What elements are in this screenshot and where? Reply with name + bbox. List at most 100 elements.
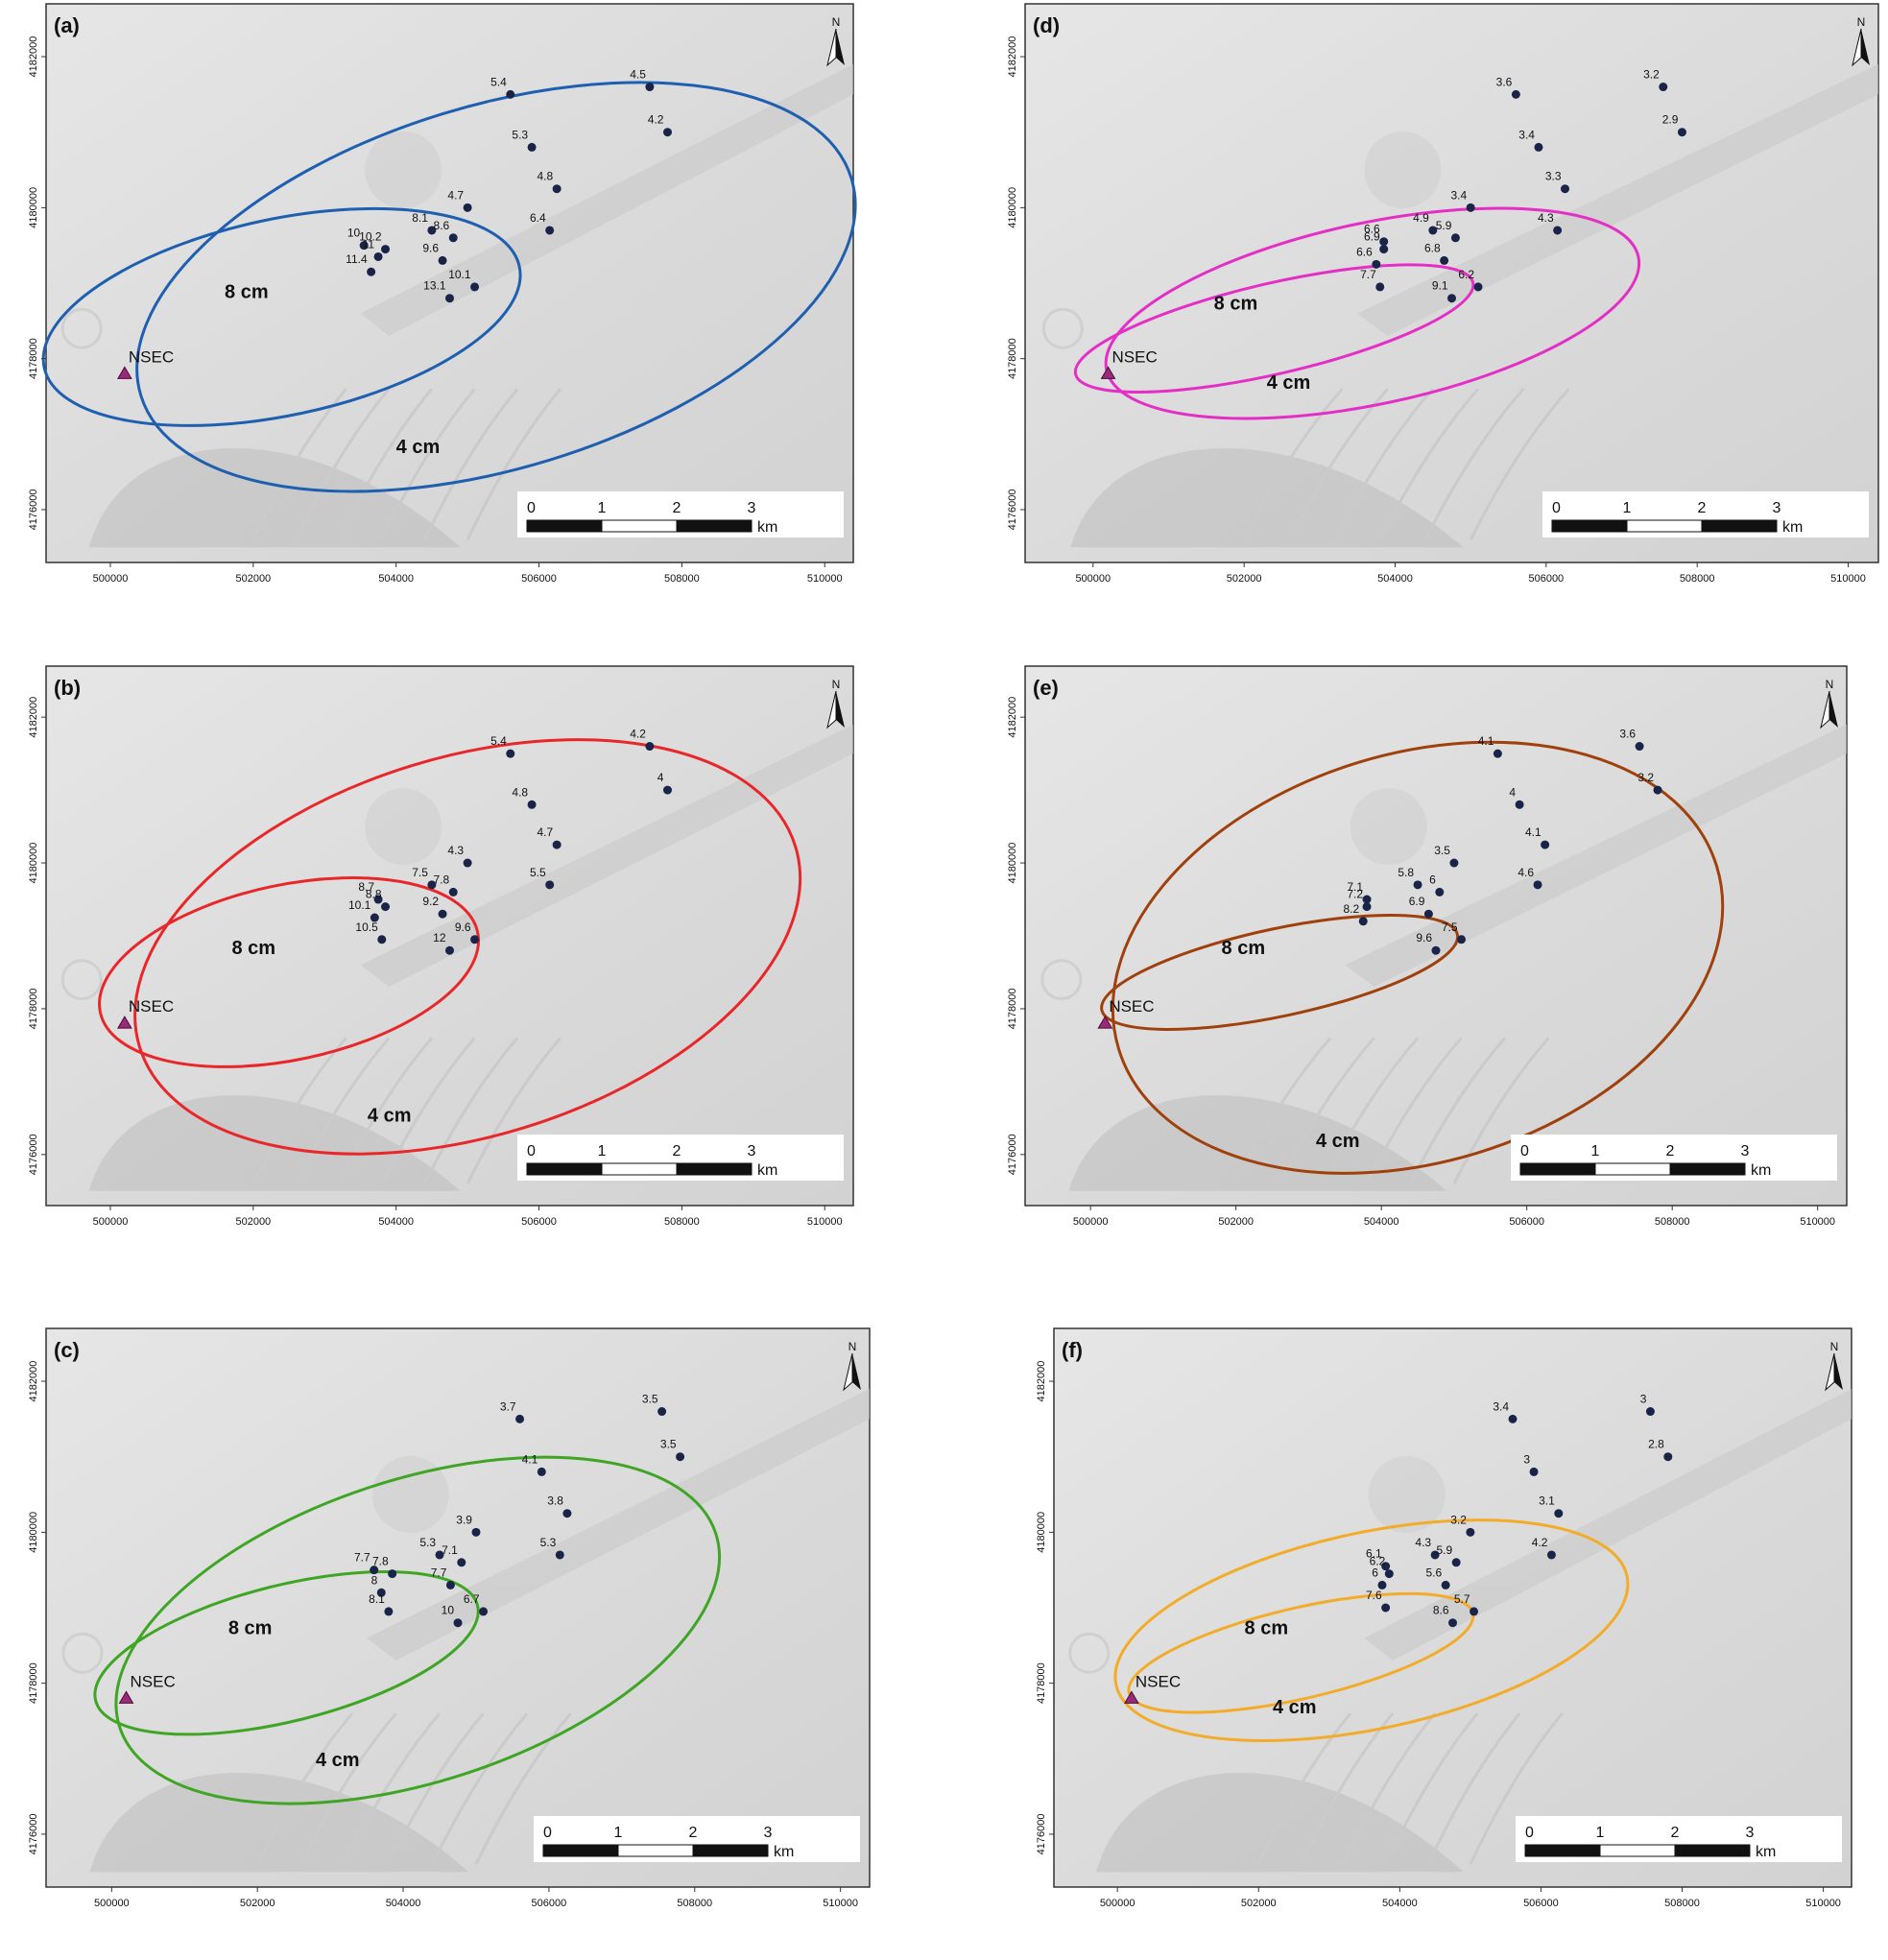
sample-point: 10.2 [359,230,391,254]
svg-text:1: 1 [1591,1143,1600,1159]
sample-value-label: 6.1 [1366,1547,1382,1561]
y-tick-label: 4182000 [1007,36,1018,78]
sample-point: 10 [442,1604,463,1628]
vent-triangle-icon [116,366,132,379]
sample-point: 2.8 [1648,1438,1673,1462]
sample-dot [537,1467,546,1476]
vent-label: NSEC [1109,997,1154,1016]
sample-point: 5.3 [512,128,537,152]
svg-text:3: 3 [764,1825,773,1841]
sample-value-label: 5.3 [419,1536,436,1549]
sample-dot [1561,184,1570,194]
contour-label-4cm: 4 cm [316,1750,360,1771]
sample-point: 3.7 [500,1399,525,1423]
svg-text:2: 2 [1666,1143,1675,1159]
sample-dot [457,1558,466,1567]
sample-dot [445,294,454,303]
sample-dot [1663,1452,1673,1462]
sample-dot [1358,917,1368,926]
sample-dot [448,233,458,243]
sample-dot [662,785,672,795]
sample-dot [1384,1569,1394,1579]
y-tick-label: 4178000 [28,989,39,1030]
north-arrow-icon: N [843,1340,861,1392]
x-tick-label: 500000 [93,1216,129,1228]
sample-value-label: 7.7 [1360,268,1376,281]
x-tick-label: 506000 [1523,1898,1559,1909]
sample-dot [1379,237,1389,247]
sample-dot [463,858,472,868]
svg-text:km: km [1751,1162,1771,1179]
sample-value-label: 4.2 [648,113,664,127]
vent-label: NSEC [1112,347,1158,366]
sample-value-label: 7.5 [412,866,428,879]
svg-text:2: 2 [1671,1825,1680,1841]
sample-value-label: 4.7 [447,188,464,202]
sample-point: 9.6 [1416,931,1441,955]
contour-4cm [1113,1518,1630,1742]
sample-value-label: 10 [442,1604,455,1617]
sample-point: 4.2 [1532,1536,1556,1560]
sample-value-label: 6.2 [1370,1555,1386,1568]
y-tick-label: 4178000 [28,338,39,379]
x-tick-label: 506000 [532,1898,567,1909]
sample-point: 3.2 [1643,68,1668,92]
sample-point: 6.1 [1366,1547,1391,1571]
contour-label-4cm: 4 cm [1267,372,1311,394]
sample-dot [552,184,562,194]
x-tick-label: 510000 [1805,1898,1841,1909]
svg-text:1: 1 [598,500,607,516]
sample-point: 6 [1429,872,1445,896]
sample-value-label: 7.2 [1347,888,1363,901]
sample-point: 7.1 [442,1543,466,1567]
x-tick-label: 504000 [386,1898,421,1909]
sample-point: 3.3 [1545,170,1570,194]
sample-value-label: 12 [433,931,446,944]
sample-dot [427,880,437,890]
sample-point: 3 [1523,1452,1539,1476]
contour-8cm [41,206,522,427]
contour-label-4cm: 4 cm [1316,1131,1360,1152]
contour-4cm [114,1455,722,1805]
sample-dot [1372,259,1381,269]
sample-dot [552,840,562,849]
sample-dot [1449,858,1459,868]
x-tick-label: 508000 [1655,1216,1690,1228]
sample-value-label: 5.4 [490,75,507,88]
sample-point: 3.8 [547,1494,572,1518]
sample-point: 5.4 [490,734,515,758]
sample-value-label: 4.5 [630,68,646,82]
sample-value-label: 2.9 [1662,113,1679,127]
sample-value-label: 8.2 [1344,902,1360,916]
sample-dot [1381,1562,1391,1571]
sample-point: 4.1 [1478,734,1502,758]
x-tick-label: 502000 [1227,573,1262,585]
map-panel-d: 4 cm 8 cm 3.6 3.2 2.9 3.4 3.3 3.4 4.3 4.9 5.9 6.6 6.… [1007,0,1882,607]
x-tick-label: 502000 [235,1216,271,1228]
sample-point: 7.8 [372,1555,397,1579]
sample-dot [463,203,472,212]
sample-value-label: 3.2 [1643,68,1660,82]
sample-dot [1541,840,1550,849]
x-tick-label: 500000 [94,1898,130,1909]
contour-label-4cm: 4 cm [396,437,441,458]
vent-label: NSEC [129,347,174,366]
sample-point: 6.2 [1458,268,1483,292]
sample-point: 7.7 [1360,268,1385,292]
sample-point: 7.5 [412,866,437,890]
map-svg: 4 cm 8 cm 5.4 4.2 4 4.8 4.7 4.3 5.5 7.5 7.8 8.78.8 9… [28,665,854,1228]
sample-dot [1448,1618,1457,1628]
sample-dot [1447,294,1456,303]
sample-value-label: 3.5 [660,1438,677,1451]
sample-point: 5.7 [1454,1592,1479,1616]
svg-text:3: 3 [1741,1143,1750,1159]
north-arrow-icon: N [1820,678,1838,729]
svg-text:0: 0 [1520,1143,1529,1159]
sample-value-label: 6.8 [1424,241,1441,254]
x-tick-label: 504000 [378,573,414,585]
y-tick-label: 4180000 [1036,1512,1047,1553]
sample-value-label: 3.4 [1450,188,1467,202]
sample-point: 3.5 [660,1438,685,1462]
vent-triangle-icon [1097,1016,1113,1029]
sample-value-label: 4.2 [1532,1536,1548,1549]
